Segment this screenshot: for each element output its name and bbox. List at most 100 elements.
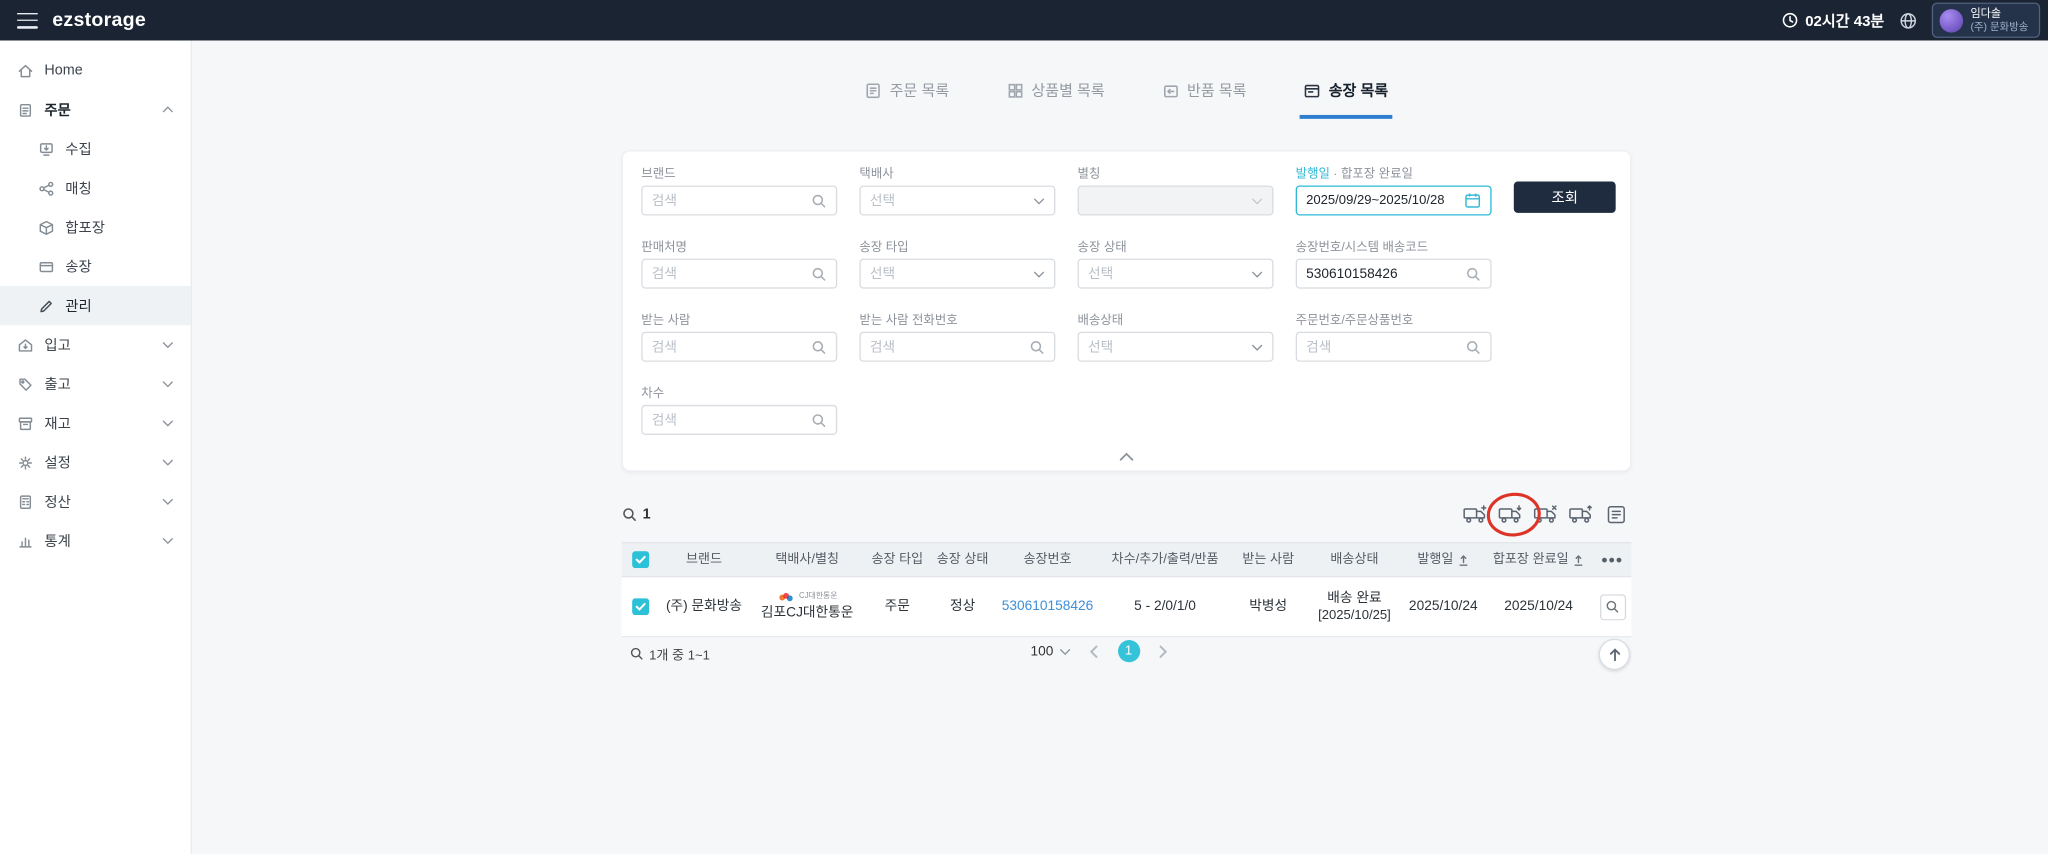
date-range-input[interactable] <box>1295 185 1492 216</box>
chevron-down-icon <box>162 538 173 545</box>
seller-search-input[interactable] <box>641 258 838 289</box>
sidebar-item-outbound[interactable]: 출고 <box>0 364 191 403</box>
sidebar-item-settings[interactable]: 설정 <box>0 443 191 482</box>
receiver-search-input[interactable] <box>641 331 838 362</box>
calendar-icon[interactable] <box>1464 192 1481 209</box>
sidebar-item-order[interactable]: 주문 <box>0 90 191 129</box>
top-bar: ezstorage 02시간 43분 임다솔 (주) 문화방송 <box>0 0 2048 41</box>
bar-chart-icon <box>19 536 32 547</box>
column-header-counts[interactable]: 차수/추가/출력/반품 <box>1111 552 1219 567</box>
app-logo[interactable]: ezstorage <box>52 9 147 32</box>
cell-status: 정상 <box>949 598 976 615</box>
sidebar-label: 설정 <box>44 455 71 472</box>
tab-invoice-list[interactable]: 송장 목록 <box>1299 69 1393 119</box>
row-checkbox[interactable] <box>631 598 649 616</box>
sidebar-item-packing[interactable]: 합포장 <box>0 208 191 247</box>
sidebar-item-statistics[interactable]: 통계 <box>0 521 191 560</box>
truck-download-icon[interactable] <box>1496 501 1526 528</box>
sidebar-item-matching[interactable]: 매칭 <box>0 168 191 207</box>
export-list-icon[interactable] <box>1601 501 1631 528</box>
filter-courier: 택배사 선택 <box>859 163 1056 216</box>
filter-label: 받는 사람 <box>641 313 691 328</box>
globe-icon[interactable] <box>1899 11 1917 29</box>
delivery-status-select[interactable]: 선택 <box>1077 331 1274 362</box>
menu-icon[interactable] <box>16 12 38 29</box>
prev-page-button[interactable] <box>1085 642 1103 660</box>
filter-label: 발행일 · 합포장 완료일 <box>1295 167 1413 182</box>
invoice-no-input[interactable] <box>1295 258 1492 289</box>
truck-cancel-icon[interactable] <box>1531 501 1561 528</box>
filter-label: 택배사 <box>859 167 894 182</box>
cell-courier: CJ대한통운 김포CJ대한통운 <box>760 592 854 621</box>
receiver-phone-input[interactable] <box>859 331 1056 362</box>
column-header-packing-date[interactable]: 합포장 완료일 <box>1484 551 1594 569</box>
cell-delivery-status: 배송 완료 [2025/10/25] <box>1318 589 1391 623</box>
sidebar-item-billing[interactable]: 정산 <box>0 482 191 521</box>
column-header-courier[interactable]: 택배사/별칭 <box>775 552 840 567</box>
box-icon <box>39 220 54 235</box>
collapse-filters-button[interactable] <box>1104 447 1148 468</box>
column-header-receiver[interactable]: 받는 사람 <box>1242 552 1295 567</box>
truck-plus-icon[interactable] <box>1460 501 1490 528</box>
cell-type: 주문 <box>884 598 910 615</box>
sidebar-item-home[interactable]: Home <box>0 51 191 90</box>
column-header-type[interactable]: 송장 타입 <box>871 552 924 567</box>
user-menu[interactable]: 임다솔 (주) 문화방송 <box>1931 2 2041 38</box>
cj-logistics-logo: CJ대한통운 <box>777 592 837 604</box>
column-header-delivery[interactable]: 배송상태 <box>1330 552 1379 567</box>
sidebar-item-stock[interactable]: 재고 <box>0 404 191 443</box>
filter-label: 차수 <box>641 386 665 401</box>
next-page-button[interactable] <box>1154 642 1172 660</box>
sidebar-item-manage[interactable]: 관리 <box>0 286 191 326</box>
per-page-select[interactable]: 100 <box>1031 643 1071 659</box>
row-detail-button[interactable] <box>1599 593 1626 620</box>
order-no-input[interactable] <box>1295 331 1492 362</box>
arrow-up-icon <box>1609 647 1620 661</box>
filter-receiver-phone: 받는 사람 전화번호 <box>859 310 1056 362</box>
check-icon <box>634 555 646 564</box>
scroll-to-top-button[interactable] <box>1598 638 1631 671</box>
column-header-invoice-no[interactable]: 송장번호 <box>1023 552 1072 567</box>
column-header-brand[interactable]: 브랜드 <box>685 552 723 567</box>
table-row[interactable]: (주) 문화방송 CJ대한통운 김포CJ대한통운 주문 정상 530610158… <box>621 577 1632 638</box>
invoice-list-icon <box>1305 84 1320 97</box>
brand-search-input[interactable] <box>641 185 838 216</box>
round-search-input[interactable] <box>641 404 838 435</box>
filter-seller: 판매처명 <box>641 236 838 289</box>
tab-order-list[interactable]: 주문 목록 <box>861 69 953 119</box>
magnifier-icon <box>1606 600 1619 613</box>
page-number[interactable]: 1 <box>1117 639 1140 663</box>
filter-date-range: 발행일 · 합포장 완료일 <box>1295 163 1492 216</box>
sidebar-item-collect[interactable]: 수집 <box>0 129 191 168</box>
sort-icon[interactable] <box>1573 553 1585 566</box>
sidebar-item-inbound[interactable]: 입고 <box>0 325 191 364</box>
tag-icon <box>19 377 32 391</box>
result-summary: 1개 중 1~1 <box>630 644 710 664</box>
search-button[interactable]: 조회 <box>1513 181 1616 213</box>
sidebar-label: 합포장 <box>65 220 105 237</box>
filter-invoice-status: 송장 상태 선택 <box>1077 236 1274 289</box>
tab-product-list[interactable]: 상품별 목록 <box>1003 69 1109 119</box>
cell-packing-date: 2025/10/24 <box>1504 598 1573 615</box>
tab-return-list[interactable]: 반품 목록 <box>1158 69 1250 119</box>
sidebar: Home 주문 수집 매칭 합포장 송장 관리 입고 <box>0 40 192 854</box>
invoice-type-select[interactable]: 선택 <box>859 258 1056 289</box>
courier-select[interactable]: 선택 <box>859 185 1056 216</box>
filter-round: 차수 <box>641 383 838 435</box>
inbound-icon <box>18 338 33 352</box>
truck-upload-icon[interactable] <box>1566 501 1596 528</box>
select-all-checkbox[interactable] <box>631 551 649 569</box>
archive-icon <box>18 416 33 430</box>
invoice-status-select[interactable]: 선택 <box>1077 258 1274 289</box>
sort-icon[interactable] <box>1457 553 1469 566</box>
filter-label: 배송상태 <box>1077 313 1124 328</box>
order-icon <box>19 103 32 117</box>
filter-label: 송장번호/시스템 배송코드 <box>1295 240 1429 255</box>
invoice-number-link[interactable]: 530610158426 <box>1001 598 1094 615</box>
column-header-status[interactable]: 송장 상태 <box>936 552 989 567</box>
column-header-issue-date[interactable]: 발행일 <box>1403 551 1484 569</box>
sidebar-item-invoice[interactable]: 송장 <box>0 247 191 286</box>
pencil-icon <box>40 300 52 312</box>
more-columns-icon[interactable]: ••• <box>1601 549 1624 570</box>
